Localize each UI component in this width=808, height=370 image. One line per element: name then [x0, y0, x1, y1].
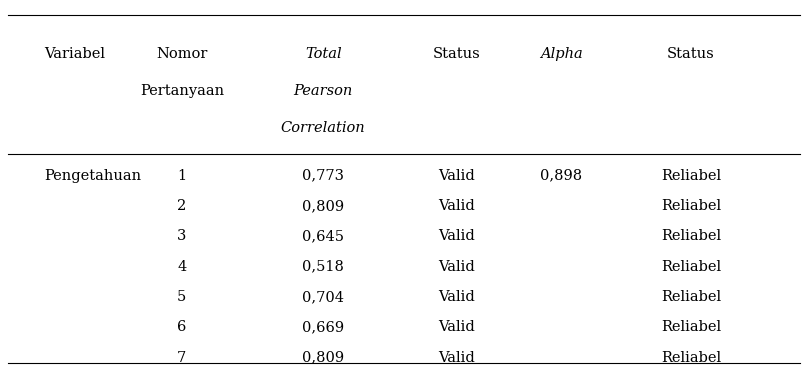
Text: Reliabel: Reliabel	[661, 229, 721, 243]
Text: 5: 5	[177, 290, 187, 304]
Text: Reliabel: Reliabel	[661, 290, 721, 304]
Text: Valid: Valid	[438, 351, 475, 365]
Text: Variabel: Variabel	[44, 47, 105, 61]
Text: Reliabel: Reliabel	[661, 169, 721, 183]
Text: Reliabel: Reliabel	[661, 351, 721, 365]
Text: 1: 1	[177, 169, 187, 183]
Text: Status: Status	[432, 47, 481, 61]
Text: 0,898: 0,898	[541, 169, 583, 183]
Text: Valid: Valid	[438, 320, 475, 334]
Text: 0,809: 0,809	[302, 199, 344, 213]
Text: Reliabel: Reliabel	[661, 260, 721, 274]
Text: Status: Status	[667, 47, 715, 61]
Text: Valid: Valid	[438, 260, 475, 274]
Text: Reliabel: Reliabel	[661, 199, 721, 213]
Text: 0,773: 0,773	[302, 169, 344, 183]
Text: 3: 3	[177, 229, 187, 243]
Text: 0,809: 0,809	[302, 351, 344, 365]
Text: Valid: Valid	[438, 290, 475, 304]
Text: Pengetahuan: Pengetahuan	[44, 169, 141, 183]
Text: Valid: Valid	[438, 169, 475, 183]
Text: Valid: Valid	[438, 199, 475, 213]
Text: 2: 2	[177, 199, 187, 213]
Text: Nomor: Nomor	[156, 47, 208, 61]
Text: Reliabel: Reliabel	[661, 320, 721, 334]
Text: 0,645: 0,645	[302, 229, 344, 243]
Text: Pertanyaan: Pertanyaan	[140, 84, 224, 98]
Text: 0,704: 0,704	[302, 290, 344, 304]
Text: Alpha: Alpha	[541, 47, 583, 61]
Text: 0,669: 0,669	[302, 320, 344, 334]
Text: Pearson: Pearson	[293, 84, 353, 98]
Text: 6: 6	[177, 320, 187, 334]
Text: 4: 4	[177, 260, 187, 274]
Text: 0,518: 0,518	[302, 260, 344, 274]
Text: Total: Total	[305, 47, 342, 61]
Text: Valid: Valid	[438, 229, 475, 243]
Text: Correlation: Correlation	[281, 121, 365, 135]
Text: 7: 7	[177, 351, 187, 365]
